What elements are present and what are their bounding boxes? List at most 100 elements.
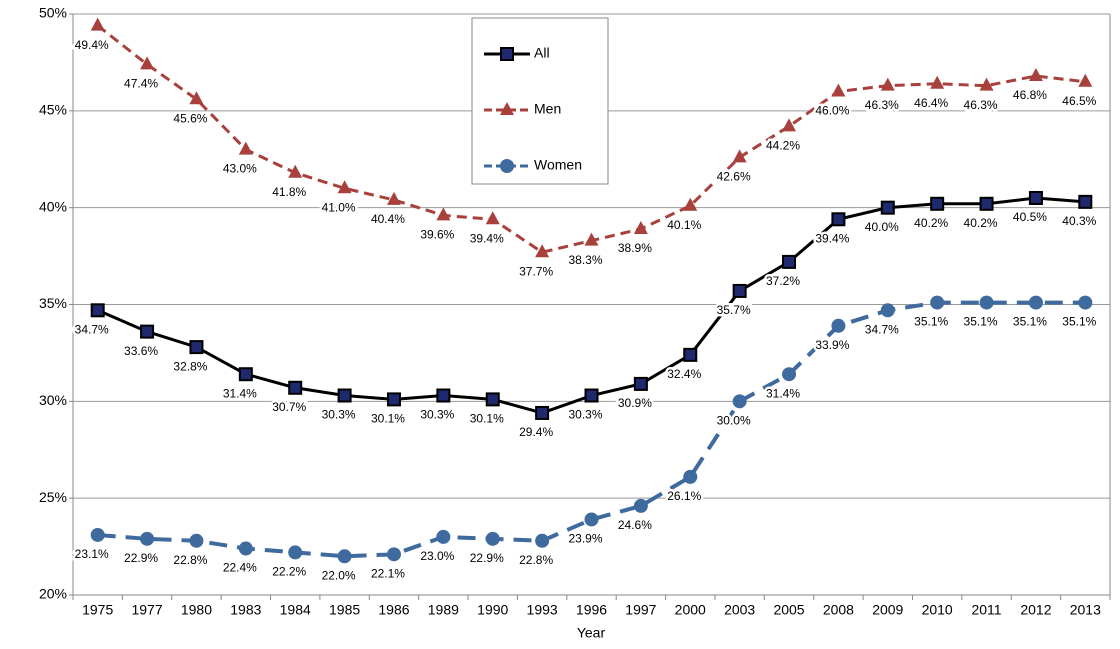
y-tick-label: 40% bbox=[39, 198, 67, 214]
data-label: 47.4% bbox=[124, 77, 158, 91]
x-tick-label: 1996 bbox=[576, 602, 607, 618]
data-label: 38.9% bbox=[618, 241, 652, 255]
series-line bbox=[97, 300, 1086, 559]
x-tick-label: 1986 bbox=[378, 602, 409, 618]
marker bbox=[500, 159, 514, 173]
data-label: 49.4% bbox=[75, 38, 109, 52]
data-label: 33.6% bbox=[124, 344, 158, 358]
data-label: 30.3% bbox=[322, 408, 356, 422]
marker bbox=[189, 340, 204, 355]
marker bbox=[485, 211, 500, 225]
marker bbox=[584, 388, 599, 403]
marker bbox=[288, 164, 303, 178]
marker bbox=[831, 83, 846, 97]
marker bbox=[732, 283, 747, 298]
data-label: 42.6% bbox=[717, 169, 751, 183]
data-label: 45.6% bbox=[173, 111, 207, 125]
marker bbox=[189, 91, 204, 105]
data-label: 30.1% bbox=[470, 412, 504, 426]
x-tick-label: 2008 bbox=[823, 602, 854, 618]
data-label: 30.7% bbox=[272, 400, 306, 414]
x-tick-label: 2011 bbox=[971, 602, 1001, 618]
x-tick-label: 2005 bbox=[773, 602, 804, 618]
data-label: 31.4% bbox=[766, 386, 800, 400]
marker bbox=[535, 533, 550, 548]
data-label: 41.0% bbox=[322, 200, 356, 214]
marker bbox=[288, 380, 303, 395]
data-label: 30.9% bbox=[618, 396, 652, 410]
marker bbox=[584, 512, 599, 527]
marker bbox=[90, 527, 105, 542]
marker bbox=[485, 392, 500, 407]
x-tick-label: 2013 bbox=[1070, 602, 1101, 618]
data-label: 30.3% bbox=[568, 408, 602, 422]
marker bbox=[831, 318, 846, 333]
marker bbox=[386, 547, 401, 562]
marker bbox=[930, 75, 945, 89]
data-label: 23.1% bbox=[75, 547, 109, 561]
marker bbox=[140, 56, 155, 70]
marker bbox=[930, 295, 945, 310]
data-label: 33.9% bbox=[815, 338, 849, 352]
marker bbox=[732, 149, 747, 163]
legend-box bbox=[471, 17, 609, 185]
x-tick-label: 2003 bbox=[724, 602, 755, 618]
marker bbox=[238, 541, 253, 556]
marker bbox=[633, 376, 648, 391]
marker bbox=[337, 388, 352, 403]
marker bbox=[683, 469, 698, 484]
data-label: 37.2% bbox=[766, 274, 800, 288]
data-label: 31.4% bbox=[223, 386, 257, 400]
marker bbox=[1078, 194, 1093, 209]
data-label: 41.8% bbox=[272, 185, 306, 199]
data-label: 44.2% bbox=[766, 138, 800, 152]
x-tick-label: 2012 bbox=[1020, 602, 1051, 618]
x-tick-label: 1997 bbox=[625, 602, 656, 618]
data-label: 26.1% bbox=[667, 489, 701, 503]
marker bbox=[189, 533, 204, 548]
marker bbox=[140, 324, 155, 339]
data-label: 35.1% bbox=[914, 315, 948, 329]
marker bbox=[238, 367, 253, 382]
y-tick-label: 45% bbox=[39, 102, 67, 118]
marker bbox=[337, 549, 352, 564]
marker bbox=[90, 17, 105, 31]
x-tick-label: 1989 bbox=[428, 602, 459, 618]
marker bbox=[782, 367, 797, 382]
data-label: 46.4% bbox=[914, 96, 948, 110]
data-label: 35.7% bbox=[717, 303, 751, 317]
data-label: 22.0% bbox=[322, 568, 356, 582]
data-label: 22.2% bbox=[272, 565, 306, 579]
marker bbox=[140, 531, 155, 546]
marker bbox=[633, 498, 648, 513]
marker bbox=[831, 212, 846, 227]
marker bbox=[880, 303, 895, 318]
data-label: 32.4% bbox=[667, 367, 701, 381]
legend-label: Women bbox=[534, 157, 582, 173]
data-label: 40.2% bbox=[914, 216, 948, 230]
marker bbox=[880, 77, 895, 91]
marker bbox=[930, 196, 945, 211]
data-label: 38.3% bbox=[568, 253, 602, 267]
marker bbox=[1028, 67, 1043, 81]
data-label: 46.8% bbox=[1013, 88, 1047, 102]
data-label: 22.9% bbox=[470, 551, 504, 565]
marker bbox=[1028, 190, 1043, 205]
x-tick-label: 1990 bbox=[477, 602, 508, 618]
marker bbox=[979, 295, 994, 310]
data-label: 22.8% bbox=[173, 553, 207, 567]
marker bbox=[535, 405, 550, 420]
data-label: 46.3% bbox=[964, 98, 998, 112]
marker bbox=[500, 47, 514, 61]
data-label: 22.9% bbox=[124, 551, 158, 565]
marker bbox=[1078, 295, 1093, 310]
legend-label: Men bbox=[534, 101, 561, 117]
data-label: 35.1% bbox=[1062, 315, 1096, 329]
marker bbox=[1028, 295, 1043, 310]
marker bbox=[386, 392, 401, 407]
marker bbox=[238, 141, 253, 155]
marker bbox=[979, 196, 994, 211]
data-label: 40.3% bbox=[1062, 214, 1096, 228]
marker bbox=[1078, 73, 1093, 87]
data-label: 23.0% bbox=[420, 549, 454, 563]
